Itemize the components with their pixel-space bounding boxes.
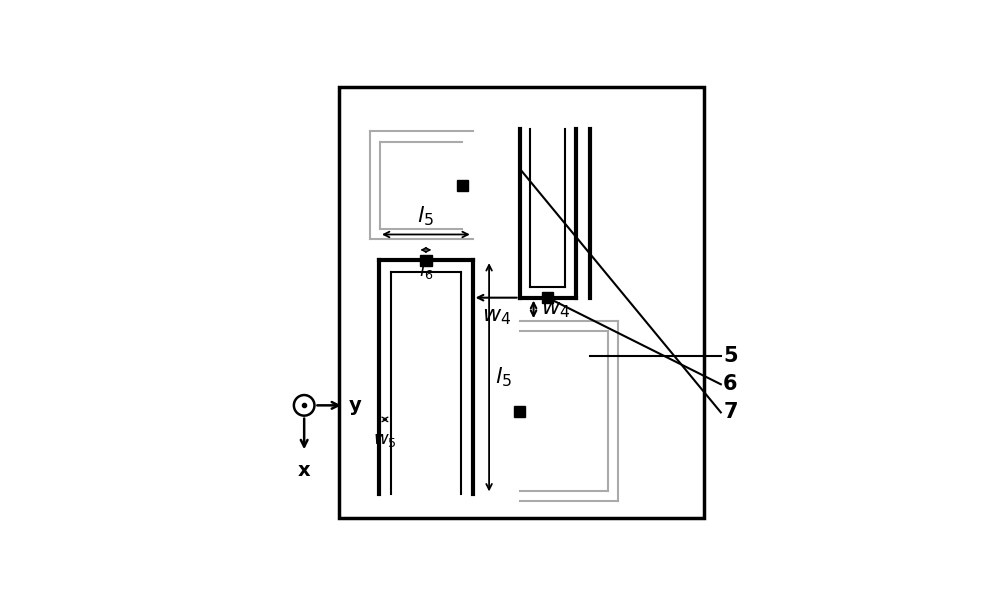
Bar — [457, 180, 468, 191]
Bar — [542, 292, 553, 303]
Text: $l_5$: $l_5$ — [417, 205, 434, 229]
Text: y: y — [349, 396, 361, 415]
Text: 5: 5 — [723, 346, 738, 366]
Text: $l_5$: $l_5$ — [495, 365, 512, 389]
Text: $l_6$: $l_6$ — [419, 260, 433, 282]
Bar — [420, 255, 432, 266]
Text: $w_4$: $w_4$ — [482, 305, 511, 326]
Bar — [514, 406, 525, 417]
Text: x: x — [298, 461, 310, 480]
Text: $w_4$: $w_4$ — [541, 299, 570, 320]
Bar — [339, 87, 704, 518]
Text: $w_5$: $w_5$ — [373, 431, 397, 449]
Text: 7: 7 — [723, 402, 738, 423]
Text: 6: 6 — [723, 375, 738, 394]
